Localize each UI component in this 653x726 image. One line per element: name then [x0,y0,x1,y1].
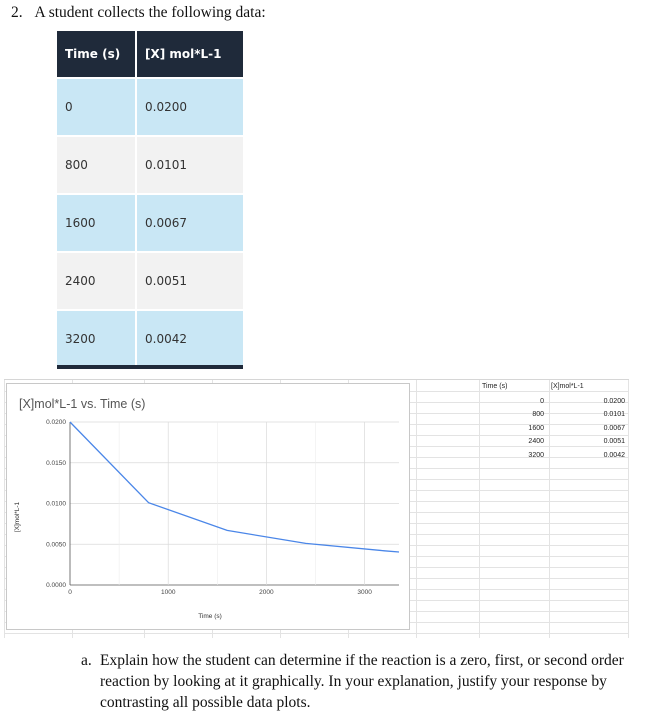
table-row: 800 0.0101 [57,135,243,194]
series-line [69,421,400,553]
time-cell: 0 [57,77,136,136]
question-text: A student collects the following data: [34,4,266,21]
y-tick-label: 0.0200 [46,419,66,426]
table-row: 3200 0.0042 [57,309,243,367]
question-a-label: a. [81,652,92,669]
time-cell: 2400 [57,251,136,310]
sheet-concentration-cell: 0.0042 [603,452,625,459]
header-concentration: [X] mol*L-1 [135,31,243,78]
sheet-time-cell: 1600 [528,425,544,432]
sheet-concentration-cell: 0.0200 [603,398,625,405]
x-tick-label: 2000 [259,589,274,596]
sheet-concentration-cell: 0.0051 [603,438,625,445]
data-table: Time (s) [X] mol*L-1 0 0.0200 800 0.0101… [57,31,243,367]
sheet-header-time: Time (s) [482,383,508,390]
x-tick-label: 1000 [161,589,176,596]
y-tick-label: 0.0150 [46,460,66,467]
chart-title: [X]mol*L-1 vs. Time (s) [19,397,145,411]
concentration-cell: 0.0051 [135,251,243,310]
chart-grid [69,421,399,586]
chart-panel[interactable]: [X]mol*L-1 vs. Time (s) 0.0000 0.0050 0.01… [6,383,410,630]
sheet-time-cell: 2400 [528,438,544,445]
table-header-row: Time (s) [X] mol*L-1 [57,31,243,78]
time-cell: 800 [57,135,136,194]
table-row: 1600 0.0067 [57,193,243,252]
sheet-concentration-cell: 0.0067 [603,425,625,432]
y-tick-label: 0.0000 [46,582,66,589]
sheet-time-cell: 800 [532,411,544,418]
question-heading: 2. A student collects the following data… [11,4,266,22]
sheet-header-concentration: [X]mol*L-1 [551,383,584,390]
table-bottom-bar [57,365,243,369]
line-chart: [X]mol*L-1 vs. Time (s) 0.0000 0.0050 0.01… [14,397,400,620]
time-cell: 3200 [57,309,136,367]
x-tick-label: 0 [68,589,72,596]
sheet-concentration-cell: 0.0101 [603,411,625,418]
y-axis-title: [X]mol*L-1 [14,501,21,532]
sheet-time-cell: 0 [540,398,544,405]
table-row: 0 0.0200 [57,77,243,136]
y-tick-label: 0.0050 [46,541,66,548]
concentration-cell: 0.0067 [135,193,243,252]
x-axis-title: Time (s) [198,613,222,620]
concentration-cell: 0.0101 [135,135,243,194]
y-tick-labels: 0.0000 0.0050 0.0100 0.0150 0.0200 [46,419,66,589]
question-number: 2. [11,4,23,21]
x-tick-label: 3000 [357,589,372,596]
question-a-text: Explain how the student can determine if… [100,652,624,711]
chart-series [69,421,400,553]
y-tick-label: 0.0100 [46,501,66,508]
table-row: 2400 0.0051 [57,251,243,310]
concentration-cell: 0.0042 [135,309,243,367]
concentration-cell: 0.0200 [135,77,243,136]
x-tick-labels: 0 1000 2000 3000 [68,589,372,596]
header-time: Time (s) [57,31,136,78]
time-cell: 1600 [57,193,136,252]
sheet-time-cell: 3200 [528,452,544,459]
